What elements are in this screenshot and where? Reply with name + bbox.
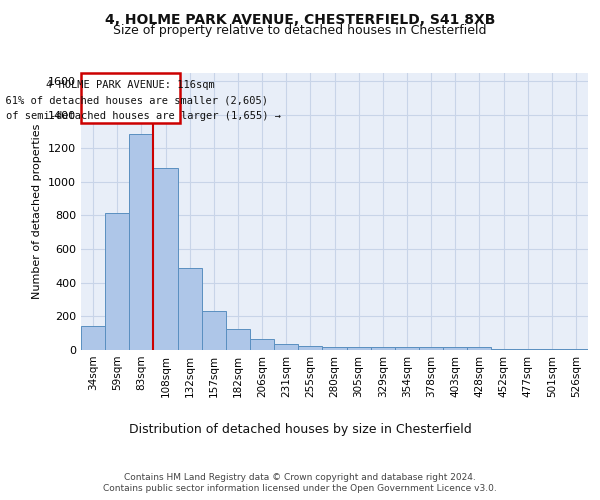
- Bar: [250, 339, 274, 350]
- Bar: [202, 312, 226, 350]
- Bar: [443, 348, 467, 350]
- Bar: [515, 349, 540, 350]
- Bar: [81, 326, 105, 350]
- Text: 38% of semi-detached houses are larger (1,655) →: 38% of semi-detached houses are larger (…: [0, 111, 281, 121]
- Bar: [105, 213, 129, 350]
- Bar: [371, 348, 395, 350]
- Text: 4, HOLME PARK AVENUE, CHESTERFIELD, S41 8XB: 4, HOLME PARK AVENUE, CHESTERFIELD, S41 …: [105, 12, 495, 26]
- Bar: [395, 348, 419, 350]
- Text: Contains public sector information licensed under the Open Government Licence v3: Contains public sector information licen…: [103, 484, 497, 493]
- Bar: [226, 329, 250, 350]
- Text: Contains HM Land Registry data © Crown copyright and database right 2024.: Contains HM Land Registry data © Crown c…: [124, 472, 476, 482]
- Bar: [564, 349, 588, 350]
- Bar: [298, 346, 322, 350]
- Bar: [178, 268, 202, 350]
- Text: Distribution of detached houses by size in Chesterfield: Distribution of detached houses by size …: [128, 422, 472, 436]
- Text: ← 61% of detached houses are smaller (2,605): ← 61% of detached houses are smaller (2,…: [0, 96, 268, 106]
- Text: 4 HOLME PARK AVENUE: 116sqm: 4 HOLME PARK AVENUE: 116sqm: [46, 80, 215, 90]
- Y-axis label: Number of detached properties: Number of detached properties: [32, 124, 43, 299]
- Bar: [129, 134, 154, 350]
- Bar: [467, 348, 491, 350]
- Bar: [154, 168, 178, 350]
- Text: Size of property relative to detached houses in Chesterfield: Size of property relative to detached ho…: [113, 24, 487, 37]
- Bar: [540, 349, 564, 350]
- Bar: [322, 348, 347, 350]
- Bar: [419, 348, 443, 350]
- FancyBboxPatch shape: [82, 73, 180, 123]
- Bar: [347, 348, 371, 350]
- Bar: [274, 344, 298, 350]
- Bar: [491, 349, 515, 350]
